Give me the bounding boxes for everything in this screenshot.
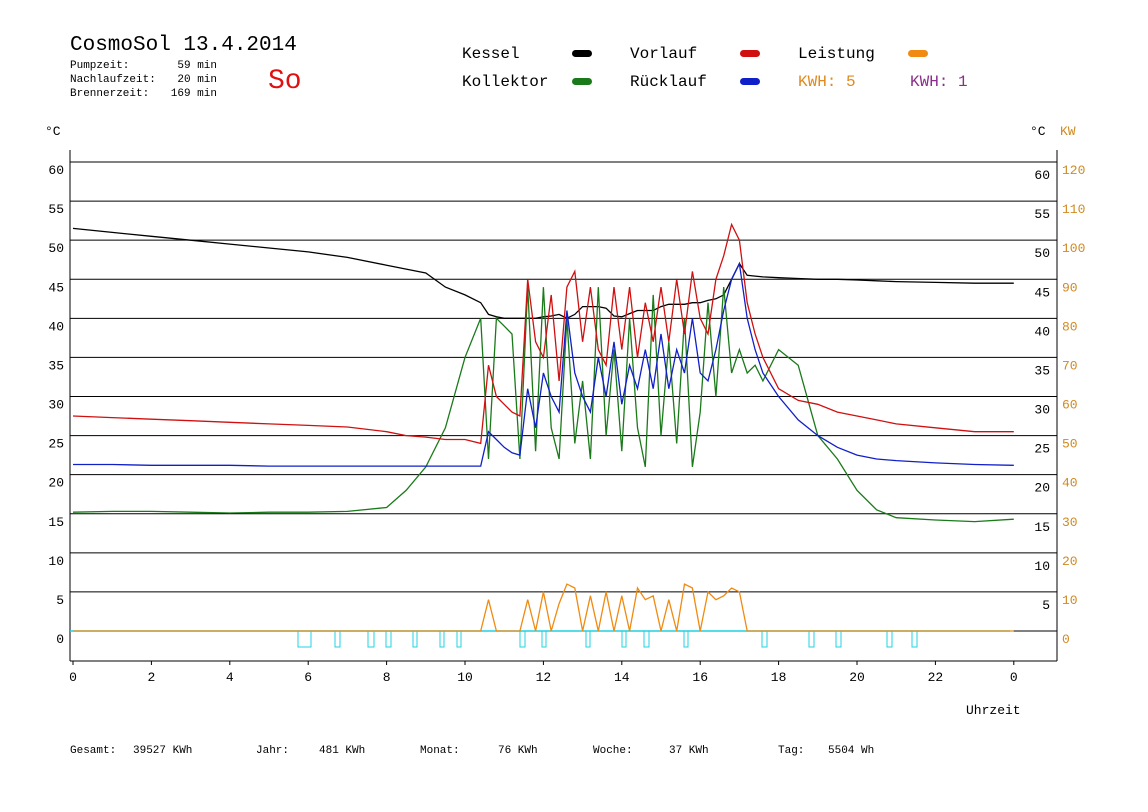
series-line — [72, 222, 1014, 445]
footer-label: Woche: — [593, 745, 633, 757]
footer-value: 481 KWh — [319, 745, 365, 757]
y-right-tick-label: 60 — [1034, 168, 1050, 183]
y-tick-label: 35 — [48, 358, 64, 373]
info-label: Pumpzeit: — [70, 60, 129, 72]
info-value: 169 min — [171, 88, 217, 100]
y-right-tick-label: 55 — [1034, 207, 1050, 222]
y2-tick-label: 10 — [1062, 593, 1078, 608]
x-tick-label: 0 — [1010, 670, 1018, 685]
y2-tick-label: 60 — [1062, 398, 1078, 413]
x-tick-label: 6 — [304, 670, 312, 685]
weekday: So — [268, 66, 302, 97]
info-value: 20 min — [177, 74, 217, 86]
y-right-tick-label: 35 — [1034, 363, 1050, 378]
y-tick-label: 20 — [48, 476, 64, 491]
y-right-tick-label: 25 — [1034, 442, 1050, 457]
y-right-unit: °C — [1030, 124, 1046, 139]
y-tick-label: 0 — [56, 632, 64, 647]
y2-unit: KW — [1060, 124, 1076, 139]
legend-label: Kessel — [462, 45, 520, 63]
x-tick-label: 20 — [849, 670, 865, 685]
x-tick-label: 16 — [692, 670, 708, 685]
x-tick-label: 4 — [226, 670, 234, 685]
legend-label: Rücklauf — [630, 73, 707, 91]
y2-tick-label: 20 — [1062, 554, 1078, 569]
footer-value: 5504 Wh — [828, 745, 874, 757]
x-tick-label: 2 — [147, 670, 155, 685]
y-tick-label: 50 — [48, 241, 64, 256]
y-tick-label: 60 — [48, 163, 64, 178]
y-tick-label: 25 — [48, 437, 64, 452]
footer-value: 76 KWh — [498, 745, 538, 757]
y-right-tick-label: 50 — [1034, 246, 1050, 261]
title: CosmoSol 13.4.2014 — [70, 34, 297, 57]
y-right-tick-label: 45 — [1034, 285, 1050, 300]
x-tick-label: 8 — [383, 670, 391, 685]
y2-tick-label: 40 — [1062, 476, 1078, 491]
y2-tick-label: 50 — [1062, 437, 1078, 452]
footer-label: Tag: — [778, 745, 804, 757]
x-tick-label: 14 — [614, 670, 630, 685]
x-axis-label: Uhrzeit — [966, 703, 1021, 718]
y2-tick-label: 110 — [1062, 202, 1085, 217]
y-tick-label: 5 — [56, 593, 64, 608]
legend-swatch — [740, 50, 760, 57]
y-right-tick-label: 20 — [1034, 481, 1050, 496]
y-tick-label: 45 — [48, 280, 64, 295]
x-tick-label: 18 — [771, 670, 787, 685]
info-label: Brennerzeit: — [70, 88, 149, 100]
y-right-tick-label: 40 — [1034, 324, 1050, 339]
legend-label: Vorlauf — [630, 45, 697, 63]
y-right-tick-label: 10 — [1034, 559, 1050, 574]
legend-swatch — [908, 50, 928, 57]
legend-swatch — [572, 78, 592, 85]
y2-tick-label: 80 — [1062, 319, 1078, 334]
y-tick-label: 30 — [48, 398, 64, 413]
y2-tick-label: 100 — [1062, 241, 1085, 256]
y-tick-label: 15 — [48, 515, 64, 530]
series-line — [72, 287, 1014, 523]
y-tick-label: 40 — [48, 319, 64, 334]
x-tick-label: 0 — [69, 670, 77, 685]
y2-tick-label: 90 — [1062, 280, 1078, 295]
y2-tick-label: 70 — [1062, 358, 1078, 373]
y-right-tick-label: 30 — [1034, 403, 1050, 418]
kwh-label: KWH: 1 — [910, 73, 968, 91]
x-tick-label: 12 — [536, 670, 552, 685]
y-right-tick-label: 15 — [1034, 520, 1050, 535]
footer-value: 37 KWh — [669, 745, 709, 757]
y2-tick-label: 120 — [1062, 163, 1085, 178]
legend-label: Leistung — [798, 45, 875, 63]
info-label: Nachlaufzeit: — [70, 74, 156, 86]
series-line — [72, 227, 1014, 320]
footer-label: Gesamt: — [70, 745, 116, 757]
x-tick-label: 10 — [457, 670, 473, 685]
y-right-tick-label: 5 — [1042, 598, 1050, 613]
y-tick-label: 55 — [48, 202, 64, 217]
y-unit: °C — [45, 124, 61, 139]
series-line — [73, 583, 1014, 632]
footer-label: Jahr: — [256, 745, 289, 757]
x-tick-label: 22 — [928, 670, 944, 685]
footer-value: 39527 KWh — [133, 745, 192, 757]
y2-tick-label: 30 — [1062, 515, 1078, 530]
legend-label: Kollektor — [462, 73, 548, 91]
legend-swatch — [740, 78, 760, 85]
kwh-label: KWH: 5 — [798, 73, 856, 91]
series-line — [73, 261, 1014, 467]
legend-swatch — [572, 50, 592, 57]
footer-label: Monat: — [420, 745, 460, 757]
y2-tick-label: 0 — [1062, 632, 1070, 647]
y-tick-label: 10 — [48, 554, 64, 569]
info-value: 59 min — [177, 60, 217, 72]
